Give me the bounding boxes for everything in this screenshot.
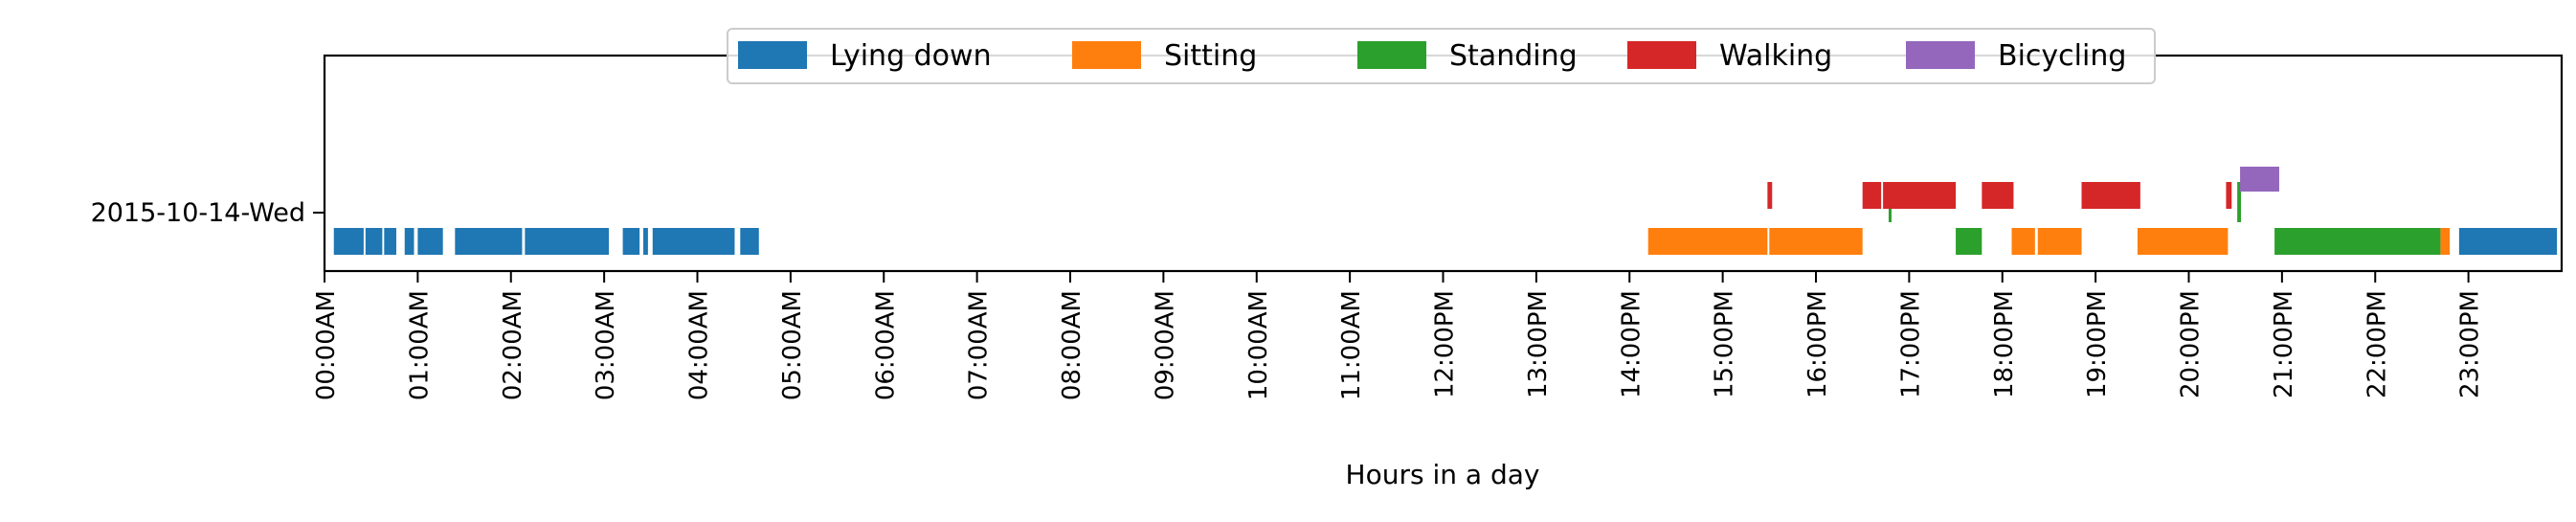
legend: Lying down Sitting Standing Walking Bicyclin…	[727, 28, 2156, 84]
legend-label-lying-down: Lying down	[830, 39, 992, 73]
x-tick-label: 23:00PM	[2456, 290, 2485, 398]
x-tick-label: 22:00PM	[2363, 290, 2391, 398]
x-tick-label: 09:00AM	[1151, 290, 1179, 400]
x-tick-label: 10:00AM	[1244, 290, 1273, 400]
x-tick-label: 17:00PM	[1896, 290, 1925, 398]
x-tick-label: 08:00AM	[1058, 290, 1086, 400]
legend-label-bicycling: Bicycling	[1998, 39, 2126, 73]
x-tick-label: 19:00PM	[2083, 290, 2112, 398]
x-tick-label: 00:00AM	[312, 290, 341, 400]
x-tick-label: 16:00PM	[1803, 290, 1832, 398]
x-tick-label: 18:00PM	[1990, 290, 2019, 398]
legend-swatch-lying-down	[738, 41, 807, 69]
legend-label-walking: Walking	[1719, 39, 1832, 73]
bar-sitting-5	[2440, 228, 2451, 255]
legend-swatch-standing	[1357, 41, 1426, 69]
x-tick-label: 02:00AM	[499, 290, 527, 400]
x-axis-label: Hours in a day	[1346, 459, 1540, 490]
legend-swatch-sitting	[1072, 41, 1141, 69]
bar-lying-down-7	[622, 228, 640, 255]
bar-lying-down-1	[365, 228, 383, 255]
bar-walking-0	[1767, 182, 1773, 209]
x-tick-label: 05:00AM	[778, 290, 807, 400]
bar-sitting-2	[2011, 228, 2035, 255]
bar-lying-down-8	[643, 228, 648, 255]
x-tick-label: 07:00AM	[965, 290, 994, 400]
bar-walking-3	[1982, 182, 2014, 209]
bar-walking-2	[1883, 182, 1957, 209]
bar-standing-2	[2237, 182, 2242, 222]
bar-sitting-3	[2037, 228, 2082, 255]
x-tick-label: 15:00PM	[1711, 290, 1739, 398]
x-tick-label: 21:00PM	[2270, 290, 2298, 398]
x-tick-label: 03:00AM	[592, 290, 620, 400]
legend-swatch-walking	[1627, 41, 1696, 69]
x-tick-label: 14:00PM	[1617, 290, 1646, 398]
bar-walking-4	[2081, 182, 2140, 209]
legend-label-standing: Standing	[1449, 39, 1578, 73]
bar-lying-down-11	[2458, 228, 2558, 255]
bar-standing-3	[2274, 228, 2441, 255]
x-tick-label: 13:00PM	[1524, 290, 1553, 398]
x-tick-label: 06:00AM	[871, 290, 900, 400]
bar-sitting-0	[1647, 228, 1768, 255]
bar-lying-down-0	[333, 228, 364, 255]
legend-swatch-bicycling	[1906, 41, 1975, 69]
y-tick-label: 2015-10-14-Wed	[91, 198, 305, 228]
bar-lying-down-6	[525, 228, 609, 255]
y-axis-ticks: 2015-10-14-Wed	[91, 198, 325, 228]
bar-lying-down-3	[404, 228, 414, 255]
x-tick-label: 01:00AM	[405, 290, 434, 400]
bar-walking-1	[1862, 182, 1882, 209]
bar-bicycling-0	[2240, 167, 2279, 192]
x-axis-ticks: 00:00AM 01:00AM 02:00AM 03:00AM 04:00AM 05:00…	[312, 271, 2485, 400]
bar-walking-5	[2226, 182, 2232, 209]
activity-bars	[333, 167, 2558, 255]
x-tick-label: 12:00PM	[1431, 290, 1460, 398]
legend-label-sitting: Sitting	[1164, 39, 1257, 73]
x-tick-label: 20:00PM	[2177, 290, 2206, 398]
bar-lying-down-2	[384, 228, 396, 255]
x-tick-label: 11:00AM	[1337, 290, 1366, 400]
bar-lying-down-10	[740, 228, 759, 255]
bar-sitting-4	[2137, 228, 2229, 255]
bar-sitting-1	[1769, 228, 1863, 255]
bar-standing-1	[1956, 228, 1982, 255]
bar-lying-down-4	[417, 228, 443, 255]
x-tick-label: 04:00AM	[685, 290, 714, 400]
bar-lying-down-9	[652, 228, 735, 255]
bar-lying-down-5	[455, 228, 523, 255]
